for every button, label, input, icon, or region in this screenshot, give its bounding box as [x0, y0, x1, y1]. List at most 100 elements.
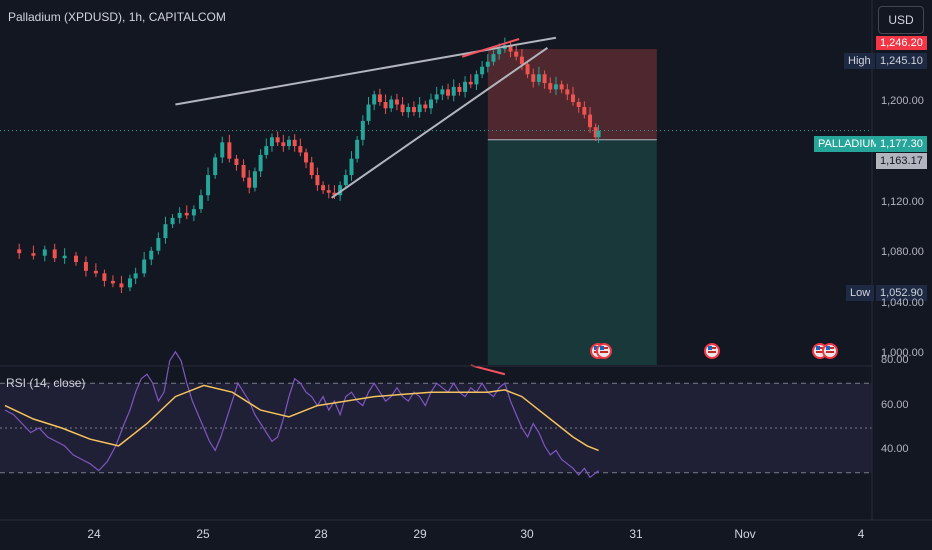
currency-button[interactable]: USD [878, 6, 924, 34]
price-tick-label: 1,080.00 [881, 246, 924, 259]
candle-body [142, 259, 147, 274]
candle-body [241, 165, 246, 178]
time-tick-label: 4 [857, 527, 865, 541]
candle-body [102, 273, 107, 281]
candle-body [198, 195, 203, 210]
candle-body [315, 175, 320, 186]
candle-body [258, 154, 263, 172]
candle-body [338, 185, 343, 196]
candle-body [252, 171, 257, 188]
divergence-price-line [461, 38, 520, 58]
candle-body [264, 146, 269, 155]
candle-body [220, 142, 225, 158]
wedge-upper-line [175, 36, 557, 106]
candle-body [389, 99, 394, 109]
rsi-line [4, 350, 599, 479]
candle-body [559, 84, 564, 90]
candle-body [514, 51, 519, 57]
price-tick-label: 1,200.00 [881, 95, 924, 107]
candle-body [343, 175, 348, 186]
candle-body [62, 255, 67, 259]
candle-body [309, 162, 314, 176]
candle-body [474, 74, 479, 85]
candle-body [576, 102, 581, 108]
candle-body [553, 84, 558, 90]
candle-body [588, 114, 593, 128]
event-flag-icon[interactable] [596, 343, 612, 359]
price-pane[interactable] [0, 36, 872, 365]
high-label-tag: High [844, 53, 875, 69]
price-tick-label: 1,040.00 [881, 296, 924, 309]
candle-body [548, 83, 553, 90]
candle-body [31, 253, 36, 256]
candle-body [275, 137, 280, 143]
time-tick-label: 24 [87, 527, 101, 541]
candle-body [440, 89, 445, 95]
price-tick-label: 1,000.00 [881, 347, 924, 359]
candle-body [281, 142, 286, 147]
high-value-tag: 1,245.10 [876, 53, 927, 69]
candle-body [298, 146, 303, 153]
candle-body [17, 249, 22, 254]
candle-body [451, 86, 456, 96]
time-tick-label: Nov [734, 527, 756, 541]
candle-body [497, 49, 502, 55]
candle-body [411, 107, 416, 113]
candle-body [332, 192, 337, 196]
candle-body [394, 99, 399, 105]
candle-body [326, 190, 331, 193]
candle-body [227, 142, 232, 159]
candle-body [287, 139, 291, 147]
candle-body [163, 224, 168, 239]
candle-body [463, 81, 468, 92]
candle-body [247, 177, 252, 188]
time-tick-label: 25 [196, 527, 210, 541]
candle-body [417, 104, 422, 113]
candle-body [110, 280, 115, 284]
rsi-tick-label: 60.00 [881, 398, 909, 411]
time-tick-label: 29 [413, 527, 427, 541]
candle-body [349, 158, 354, 176]
candle-body [42, 249, 47, 256]
candle-body [582, 107, 587, 115]
candle-body [177, 212, 182, 218]
rsi-ma-line [4, 384, 599, 452]
candle-body [360, 120, 365, 140]
rsi-pane[interactable] [0, 350, 872, 479]
candle-body [156, 238, 161, 251]
candle-body [304, 152, 309, 163]
candle-body [377, 94, 382, 102]
wedge-lower-line [331, 46, 549, 199]
candle-body [508, 45, 513, 52]
top-price-tag: 1,246.20 [876, 36, 927, 50]
rsi-divergence-line [470, 364, 506, 376]
candle-body [83, 262, 88, 271]
take-profit-zone [487, 139, 657, 365]
symbol-price-tag: 1,177.30 [876, 136, 927, 152]
candle-body [468, 81, 473, 85]
candle-body [531, 74, 536, 82]
candle-body [423, 104, 428, 109]
candle-body [406, 107, 411, 113]
rsi-title[interactable]: RSI (14, close) [6, 376, 86, 390]
event-flag-icon[interactable] [704, 343, 720, 359]
candle-body [434, 94, 439, 100]
chart-title: Palladium (XPDUSD), 1h, CAPITALCOM [8, 10, 226, 24]
time-tick-label: 30 [520, 527, 534, 541]
candle-body [542, 74, 547, 84]
current-price-tag: 1,163.17 [876, 153, 927, 169]
candle-body [491, 54, 496, 62]
candle-body [571, 94, 575, 102]
candle-body [321, 185, 326, 191]
candle-body [457, 86, 462, 92]
candle-body [170, 217, 175, 225]
event-flag-icon[interactable] [822, 343, 838, 359]
candle-body [593, 127, 598, 138]
candle-body [149, 250, 154, 260]
candle-body [596, 130, 601, 138]
rsi-tick-label: 40.00 [881, 443, 909, 456]
candle-body [213, 157, 218, 176]
time-tick-label: 31 [629, 527, 643, 541]
candle-body [74, 255, 78, 263]
